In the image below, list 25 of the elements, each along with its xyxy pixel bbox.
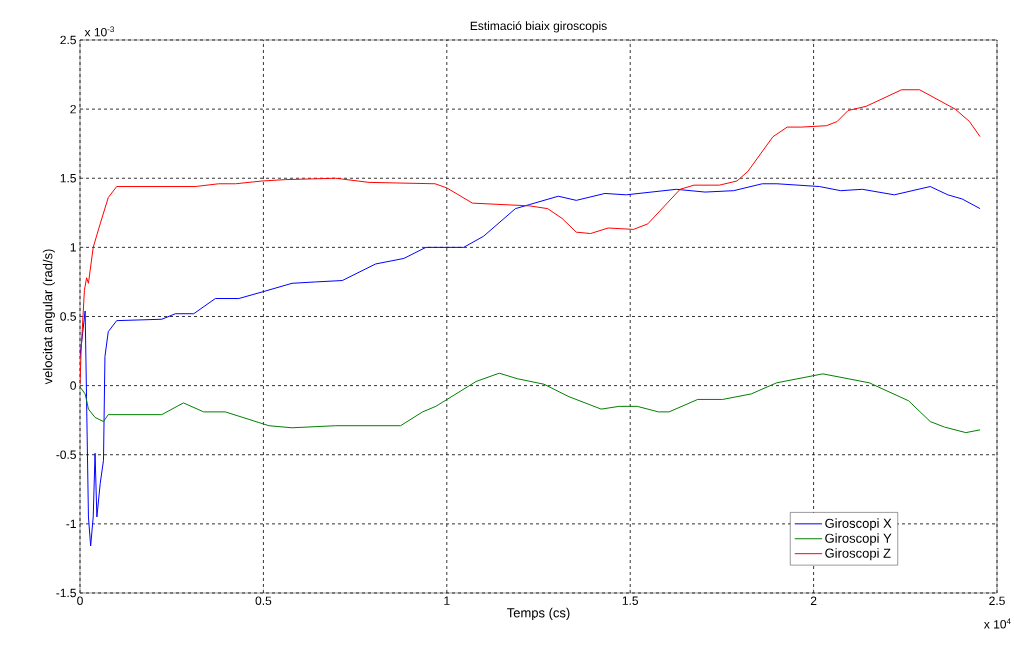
chart-title: Estimació biaix giroscopis	[470, 21, 607, 33]
legend-label: Giroscopi Y	[825, 533, 892, 546]
x-tick-label: 0.5	[255, 596, 272, 606]
y-axis-title: velocitat angular (rad/s)	[42, 249, 55, 385]
y-tick-label: 1.5	[60, 174, 76, 183]
y-tick-label: -1.5	[56, 588, 76, 598]
y-tick-label: 2.5	[60, 35, 76, 45]
x-tick-label: 2.5	[989, 596, 1005, 606]
y-tick-label: 0	[70, 381, 77, 390]
line-series	[80, 183, 981, 547]
y-tick-label: 2	[70, 104, 76, 114]
legend-label: Giroscopi X	[825, 518, 892, 531]
text: x 10$^{-3}$	[84, 26, 114, 37]
y-tick-label: -0.5	[56, 450, 76, 459]
x-tick-label: 0	[77, 596, 83, 606]
x-tick-label: 1	[444, 596, 450, 605]
y-tick-label: 0.5	[60, 312, 76, 321]
x-tick-label: 1.5	[622, 596, 639, 605]
x-tick-label: 2	[810, 596, 817, 605]
y-tick-label: -1	[66, 519, 76, 528]
x-axis-title: Temps (cs)	[507, 607, 570, 620]
text: x 10$^{4}$	[983, 618, 1011, 629]
y-tick-label: 1	[70, 243, 76, 252]
legend-label: Giroscopi Z	[825, 548, 891, 561]
line-series	[80, 372, 981, 434]
